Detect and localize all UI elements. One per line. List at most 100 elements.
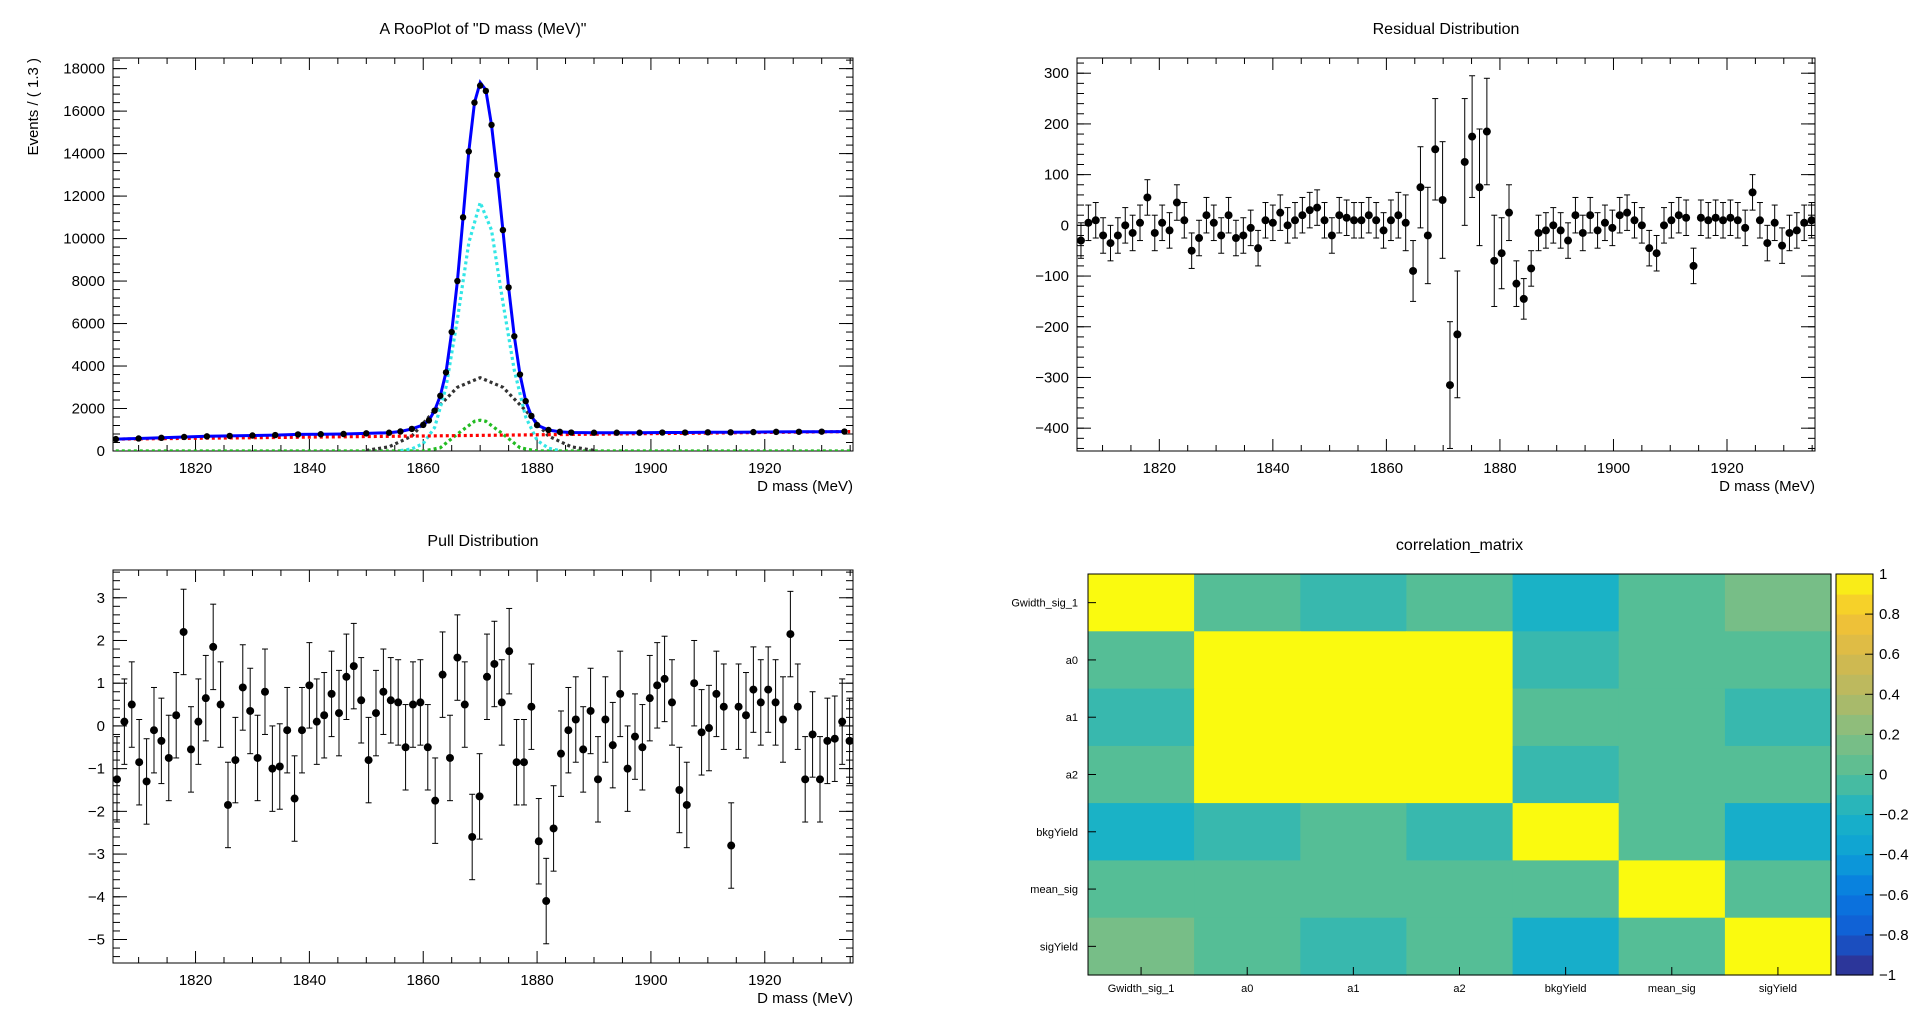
series-signal-component-1 xyxy=(400,197,561,451)
row-label: a1 xyxy=(1066,712,1078,724)
heatmap-cell xyxy=(1512,688,1620,747)
data-point xyxy=(408,700,417,709)
heatmap-cell xyxy=(1194,745,1301,804)
x-tick-label: 1900 xyxy=(1597,460,1630,477)
colorbar-tick-label: 0 xyxy=(1879,767,1887,784)
data-point xyxy=(1150,228,1159,237)
y-tick-label: 6000 xyxy=(72,316,105,333)
colorbar-bin xyxy=(1836,914,1873,936)
data-point xyxy=(1711,213,1720,222)
data-point xyxy=(681,429,689,436)
data-point xyxy=(1445,381,1454,390)
data-point xyxy=(1549,221,1558,230)
plot-title: Pull Distribution xyxy=(427,533,538,550)
colorbar-bin xyxy=(1836,774,1873,796)
fit-plot: A RooPlot of "D mass (MeV)" 1820 1840 1860 1… xyxy=(25,21,854,495)
data-point xyxy=(1202,211,1211,220)
colorbar-bin xyxy=(1836,634,1873,655)
x-tick-label: 1860 xyxy=(1370,460,1403,477)
data-point xyxy=(1453,330,1462,339)
heatmap-cell xyxy=(1512,860,1620,919)
x-axis-label: D mass (MeV) xyxy=(757,478,853,495)
data-point xyxy=(442,369,450,376)
data-point xyxy=(135,758,144,767)
data-point xyxy=(1423,231,1432,240)
colorbar-bin xyxy=(1836,794,1873,816)
heatmap-cell xyxy=(1194,631,1301,690)
data-point xyxy=(454,277,461,285)
data-point xyxy=(719,702,728,711)
data-point xyxy=(1586,211,1595,220)
data-point xyxy=(667,698,676,707)
data-point xyxy=(727,429,734,436)
heatmap-cell xyxy=(1088,917,1195,976)
data-point xyxy=(1283,221,1292,230)
heatmap-cell xyxy=(1300,688,1407,747)
data-point xyxy=(749,685,758,694)
series-signal-component-3 xyxy=(115,418,851,451)
data-point xyxy=(253,753,262,762)
data-point xyxy=(364,756,373,765)
data-point xyxy=(1121,221,1130,230)
data-point xyxy=(1519,294,1528,303)
data-point xyxy=(1763,239,1772,248)
data-point xyxy=(334,709,343,718)
y-tick-label: 0 xyxy=(1061,217,1069,234)
colorbar-bin xyxy=(1836,894,1873,916)
heatmap-cell xyxy=(1300,860,1407,919)
heatmap-cell xyxy=(1300,631,1407,690)
heatmap-cell xyxy=(1618,631,1726,690)
data-point xyxy=(1313,203,1322,212)
data-point xyxy=(1172,198,1181,207)
data-point xyxy=(327,689,336,698)
heatmap-cell xyxy=(1618,917,1726,976)
data-point xyxy=(586,706,595,715)
series-total-fit xyxy=(115,79,845,441)
data-point xyxy=(756,698,765,707)
data-point xyxy=(1682,213,1691,222)
heatmap-cell xyxy=(1512,917,1620,976)
data-point xyxy=(179,627,188,636)
data-point xyxy=(120,717,129,726)
data-point xyxy=(488,121,495,129)
data-point xyxy=(1497,249,1506,258)
y-tick-label: 200 xyxy=(1044,116,1069,133)
x-tick-label: 1840 xyxy=(293,460,326,477)
heatmap-cell xyxy=(1512,631,1620,690)
heatmap-cell xyxy=(1512,803,1620,861)
data-point xyxy=(1541,226,1550,235)
data-point xyxy=(568,429,575,436)
data-point xyxy=(1416,183,1425,192)
data-point xyxy=(471,99,478,106)
data-point xyxy=(342,672,351,681)
y-tick-label: 0 xyxy=(97,718,105,735)
plot-title: correlation_matrix xyxy=(1396,537,1523,554)
data-point xyxy=(283,726,292,735)
x-axis-label: D mass (MeV) xyxy=(1719,478,1815,495)
colorbar-tick-label: 0.6 xyxy=(1879,646,1900,663)
data-point xyxy=(1335,211,1344,220)
x-tick-label: 1900 xyxy=(634,460,667,477)
data-point xyxy=(1770,218,1779,227)
data-point xyxy=(1143,193,1152,202)
row-label: a0 xyxy=(1066,655,1078,667)
data-point xyxy=(516,371,524,378)
plot-title: Residual Distribution xyxy=(1373,21,1520,38)
heatmap-cell xyxy=(1618,688,1726,747)
data-point xyxy=(209,642,218,651)
row-label: Gwidth_sig_1 xyxy=(1011,598,1078,610)
heatmap-cell xyxy=(1406,688,1514,747)
y-tick-label: 100 xyxy=(1044,167,1069,184)
data-point xyxy=(238,683,247,692)
heatmap-cell xyxy=(1194,860,1301,919)
data-point xyxy=(1357,216,1366,225)
data-point xyxy=(482,87,490,95)
data-point xyxy=(505,284,512,291)
x-tick-label: 1860 xyxy=(407,972,440,989)
colorbar-bin xyxy=(1836,934,1873,956)
data-point xyxy=(1608,223,1617,232)
y-tick-label: 12000 xyxy=(63,188,105,205)
data-point xyxy=(1386,216,1395,225)
heatmap-cell xyxy=(1512,574,1620,632)
data-point xyxy=(1674,211,1683,220)
